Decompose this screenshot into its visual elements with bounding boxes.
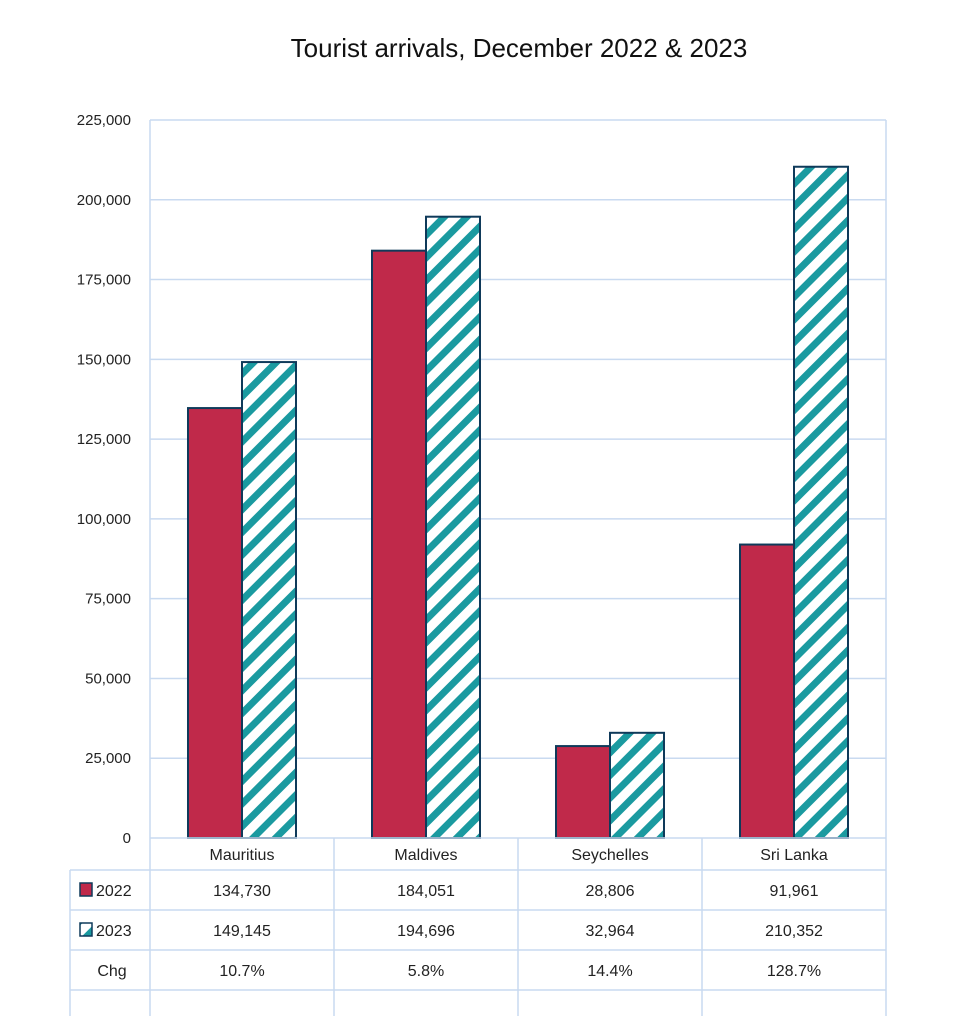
legend-label-2023: 2023: [96, 923, 132, 940]
chg-value-0: 10.7%: [219, 963, 264, 980]
bar-2022-1: [371, 249, 427, 840]
y-tick-label-3: 75,000: [85, 591, 131, 608]
bar-2022-3: [739, 543, 795, 839]
y-tick-label-8: 200,000: [77, 192, 131, 209]
y-tick-label-1: 25,000: [85, 750, 131, 767]
data-label-2023-2: 32,964: [586, 923, 635, 940]
legend-swatch-2023: [79, 922, 93, 937]
bar-2023-2: [609, 731, 665, 840]
chg-value-2: 14.4%: [587, 963, 632, 980]
bar-2023-1: [425, 215, 481, 839]
data-label-2022-1: 184,051: [397, 883, 455, 900]
data-label-2023-0: 149,145: [213, 923, 271, 940]
bar-2023-3: [793, 165, 849, 839]
category-label-3: Sri Lanka: [760, 847, 828, 864]
y-tick-label-0: 0: [123, 830, 131, 847]
y-tick-label-2: 50,000: [85, 670, 131, 687]
y-tick-label-6: 150,000: [77, 351, 131, 368]
bar-2022-0: [187, 407, 243, 839]
y-tick-label-9: 225,000: [77, 112, 131, 129]
data-label-2023-3: 210,352: [765, 923, 823, 940]
data-label-2022-2: 28,806: [586, 883, 635, 900]
bar-2022-2: [555, 745, 611, 839]
legend-label-2022: 2022: [96, 883, 132, 900]
y-tick-label-7: 175,000: [77, 272, 131, 289]
y-tick-label-4: 100,000: [77, 511, 131, 528]
category-label-2: Seychelles: [571, 847, 648, 864]
chg-value-3: 128.7%: [767, 963, 821, 980]
y-tick-label-5: 125,000: [77, 431, 131, 448]
chart-title: Tourist arrivals, December 2022 & 2023: [291, 33, 748, 63]
data-label-2023-1: 194,696: [397, 923, 455, 940]
row-label-chg: Chg: [97, 963, 126, 980]
category-label-0: Mauritius: [210, 847, 275, 864]
data-label-2022-3: 91,961: [770, 883, 819, 900]
chg-value-1: 5.8%: [408, 963, 444, 980]
bar-2023-0: [241, 361, 297, 839]
data-label-2022-0: 134,730: [213, 883, 271, 900]
legend-swatch-2022: [79, 882, 93, 897]
category-label-1: Maldives: [394, 847, 457, 864]
